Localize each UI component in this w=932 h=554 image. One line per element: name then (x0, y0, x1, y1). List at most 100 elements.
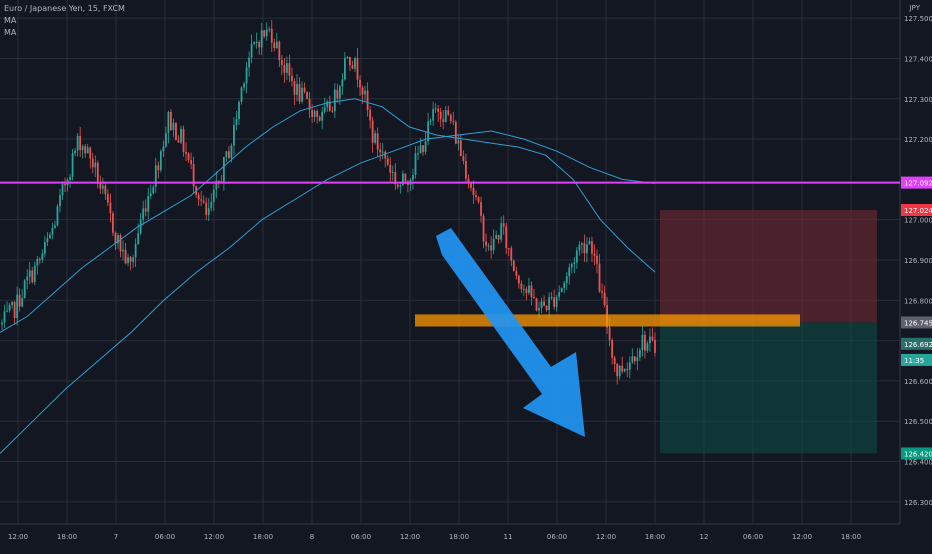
candle-body (349, 57, 351, 66)
candle-body (485, 241, 487, 246)
ma-indicator-1[interactable]: MA (4, 16, 17, 25)
candle-body (379, 149, 382, 153)
candle-body (475, 194, 477, 198)
candle-body (112, 213, 114, 233)
candle-body (424, 141, 427, 152)
time-tick-label: 18:00 (253, 533, 273, 541)
chart-legend: Euro / Japanese Yen, 15, FXCM MA MA (4, 3, 125, 39)
candle-body (200, 199, 203, 201)
candle-body (278, 41, 281, 61)
candle-body (628, 362, 631, 370)
candle-body (580, 243, 583, 246)
candle-body (222, 156, 225, 183)
candle-body (56, 206, 59, 226)
candle-body (613, 357, 616, 365)
ma-slow-line (0, 130, 656, 454)
price-tick-label: 127.400 (904, 55, 932, 63)
candle-body (548, 297, 551, 311)
candle-body (157, 165, 160, 171)
candle-body (520, 283, 523, 290)
candle-body (386, 158, 389, 165)
candle-body (553, 297, 556, 307)
time-tick-label: 06:00 (743, 533, 763, 541)
candle-body (323, 107, 326, 112)
candle-body (452, 121, 455, 123)
candle-body (414, 153, 417, 175)
candle-body (127, 257, 129, 264)
candle-body (263, 30, 266, 37)
direction-arrow (436, 228, 585, 437)
candle-body (477, 197, 480, 203)
candle-body (159, 151, 162, 171)
time-tick-label: 06:00 (547, 533, 567, 541)
candle-body (101, 185, 104, 189)
candle-body (296, 84, 298, 95)
candle-body (538, 308, 540, 311)
price-label-text: 127.092 (904, 180, 932, 188)
time-tick-label: 12:00 (204, 533, 224, 541)
candle-body (81, 146, 84, 151)
time-tick-label: 12:00 (8, 533, 28, 541)
candle-body (412, 174, 414, 180)
candle-body (298, 84, 301, 102)
candle-body (374, 133, 377, 143)
candle-body (560, 287, 563, 293)
candle-body (359, 79, 361, 88)
candle-body (6, 310, 8, 312)
candle-body (442, 119, 445, 122)
candle-body (308, 98, 311, 110)
candle-body (46, 238, 49, 242)
price-label-text: 127.024 (904, 207, 932, 215)
candle-body (94, 162, 97, 168)
candle-body (454, 122, 457, 144)
candle-body (248, 57, 250, 68)
symbol-title[interactable]: Euro / Japanese Yen, 15, FXCM (4, 4, 125, 13)
candle-body (306, 91, 308, 99)
candle-body (64, 183, 66, 186)
candle-body (404, 173, 407, 182)
candle-body (326, 101, 329, 108)
candle-body (119, 235, 122, 252)
candle-body (573, 262, 576, 264)
candle-body (480, 202, 482, 216)
time-tick-label: 11 (504, 533, 513, 541)
time-tick-label: 18:00 (57, 533, 77, 541)
candle-body (593, 253, 596, 256)
candle-body (515, 271, 518, 276)
candle-body (459, 140, 462, 157)
price-label-text: 11:35 (904, 357, 924, 365)
candle-body (33, 265, 36, 283)
candle-body (654, 339, 656, 353)
candle-body (384, 151, 387, 159)
candle-body (288, 63, 291, 76)
candle-body (633, 356, 636, 362)
candle-body (558, 292, 561, 297)
candle-body (641, 334, 644, 351)
candle-body (187, 153, 190, 161)
candle-body (427, 121, 429, 142)
candle-body (51, 227, 54, 235)
candle-body (114, 232, 117, 244)
candle-body (273, 42, 276, 48)
candle-body (291, 75, 293, 82)
candle-body (49, 234, 51, 239)
candle-body (500, 223, 503, 240)
candle-body (505, 226, 508, 249)
candle-body (26, 276, 29, 281)
candle-body (570, 263, 573, 268)
candle-body (565, 276, 568, 283)
candle-body (391, 172, 394, 174)
currency-label: JPY (909, 4, 920, 12)
candle-body (106, 194, 109, 203)
ma-indicator-2[interactable]: MA (4, 28, 17, 37)
candle-body (96, 162, 99, 184)
candle-body (598, 263, 601, 292)
candle-body (243, 83, 245, 88)
candle-body (215, 180, 218, 190)
candle-body (74, 150, 77, 154)
candle-body (533, 296, 535, 299)
candle-body (490, 245, 493, 251)
candle-body (530, 285, 533, 297)
